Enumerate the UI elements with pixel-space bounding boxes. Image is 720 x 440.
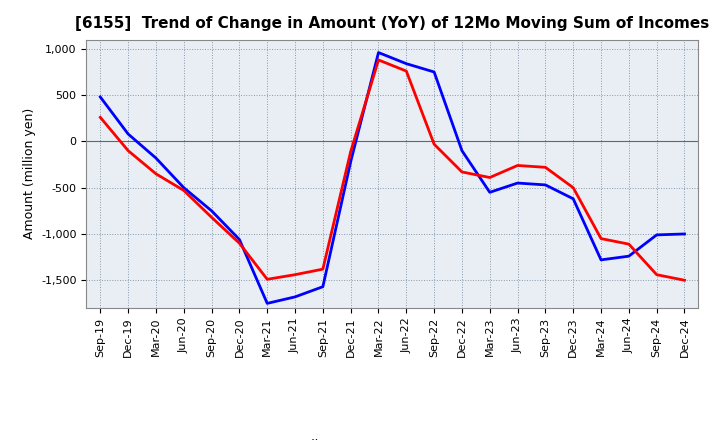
- Net Income: [680, 278, 689, 283]
- Ordinary Income: [652, 232, 661, 238]
- Net Income: [152, 171, 161, 176]
- Ordinary Income: [318, 284, 327, 290]
- Net Income: [179, 188, 188, 193]
- Net Income: [430, 142, 438, 147]
- Ordinary Income: [179, 185, 188, 191]
- Net Income: [346, 149, 355, 154]
- Ordinary Income: [402, 61, 410, 66]
- Title: [6155]  Trend of Change in Amount (YoY) of 12Mo Moving Sum of Incomes: [6155] Trend of Change in Amount (YoY) o…: [76, 16, 709, 32]
- Net Income: [458, 169, 467, 175]
- Net Income: [569, 185, 577, 191]
- Ordinary Income: [485, 190, 494, 195]
- Ordinary Income: [430, 70, 438, 75]
- Net Income: [96, 115, 104, 120]
- Net Income: [291, 272, 300, 277]
- Ordinary Income: [346, 159, 355, 165]
- Ordinary Income: [680, 231, 689, 237]
- Ordinary Income: [569, 196, 577, 202]
- Line: Ordinary Income: Ordinary Income: [100, 52, 685, 303]
- Net Income: [318, 267, 327, 272]
- Net Income: [513, 163, 522, 168]
- Line: Net Income: Net Income: [100, 60, 685, 280]
- Y-axis label: Amount (million yen): Amount (million yen): [22, 108, 35, 239]
- Net Income: [207, 215, 216, 220]
- Ordinary Income: [291, 294, 300, 300]
- Legend: Ordinary Income, Net Income: Ordinary Income, Net Income: [246, 434, 539, 440]
- Ordinary Income: [207, 208, 216, 213]
- Ordinary Income: [263, 301, 271, 306]
- Ordinary Income: [624, 253, 633, 259]
- Ordinary Income: [124, 132, 132, 137]
- Net Income: [541, 165, 550, 170]
- Ordinary Income: [458, 148, 467, 153]
- Net Income: [485, 175, 494, 180]
- Net Income: [624, 242, 633, 247]
- Net Income: [235, 241, 243, 246]
- Net Income: [124, 148, 132, 153]
- Net Income: [402, 69, 410, 74]
- Ordinary Income: [541, 182, 550, 187]
- Net Income: [597, 236, 606, 241]
- Net Income: [263, 277, 271, 282]
- Net Income: [374, 57, 383, 62]
- Ordinary Income: [235, 237, 243, 242]
- Ordinary Income: [152, 155, 161, 161]
- Ordinary Income: [96, 94, 104, 99]
- Ordinary Income: [597, 257, 606, 263]
- Ordinary Income: [513, 180, 522, 186]
- Net Income: [652, 272, 661, 277]
- Ordinary Income: [374, 50, 383, 55]
